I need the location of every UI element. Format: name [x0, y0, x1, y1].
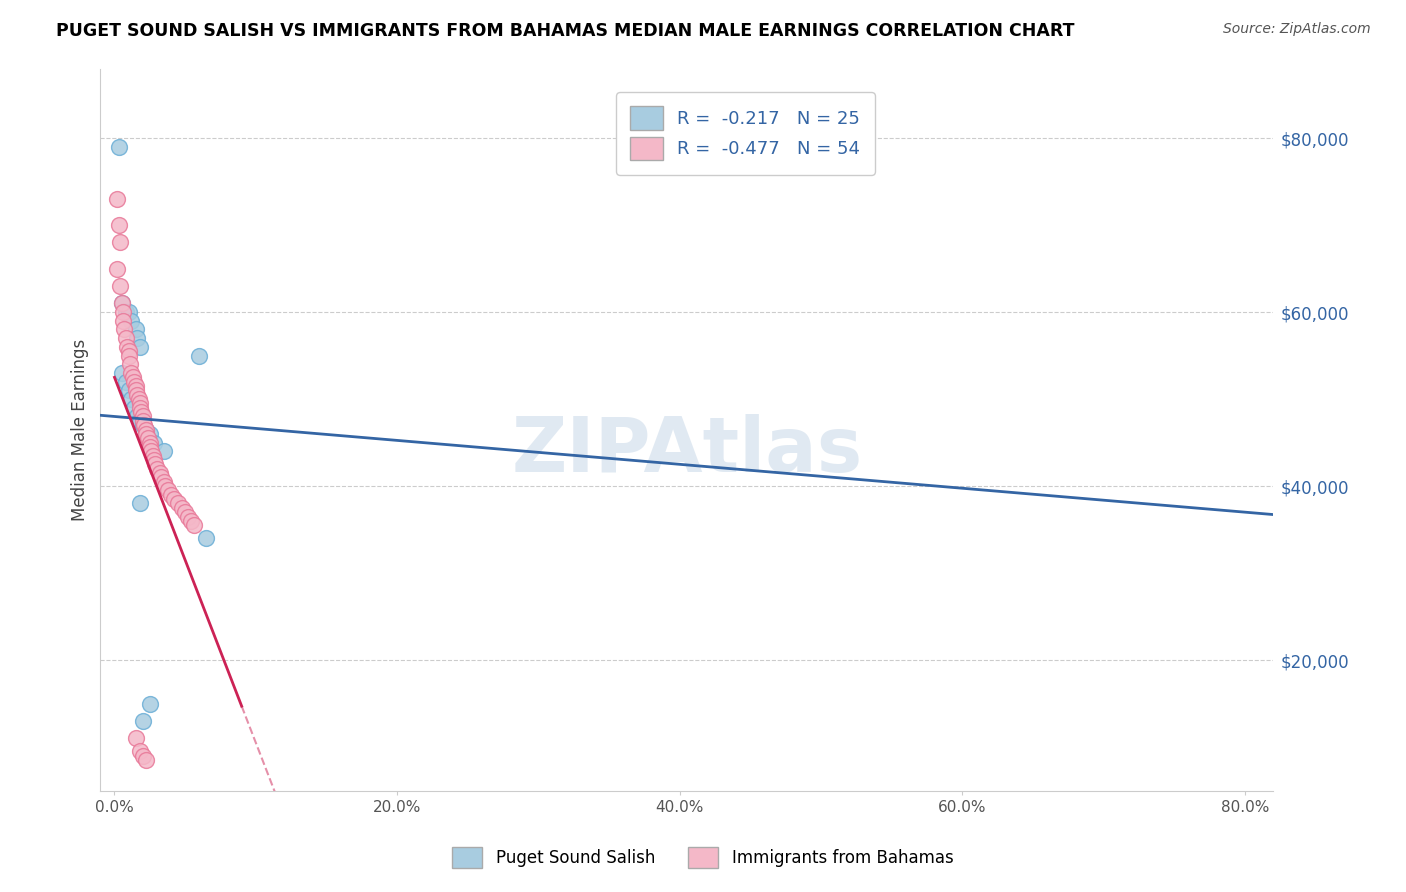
Point — [127, 388, 149, 402]
Point — [135, 423, 157, 437]
Point — [146, 461, 169, 475]
Point — [117, 384, 139, 398]
Point — [150, 470, 173, 484]
Point — [125, 322, 148, 336]
Point — [120, 366, 142, 380]
Point — [145, 458, 167, 472]
Point — [167, 496, 190, 510]
Point — [114, 375, 136, 389]
Point — [153, 444, 176, 458]
Point — [110, 366, 132, 380]
Point — [111, 305, 134, 319]
Point — [163, 492, 186, 507]
Text: PUGET SOUND SALISH VS IMMIGRANTS FROM BAHAMAS MEDIAN MALE EARNINGS CORRELATION C: PUGET SOUND SALISH VS IMMIGRANTS FROM BA… — [56, 22, 1074, 40]
Legend: R =  -0.217   N = 25, R =  -0.477   N = 54: R = -0.217 N = 25, R = -0.477 N = 54 — [616, 92, 875, 175]
Point — [132, 714, 155, 728]
Point — [105, 192, 128, 206]
Point — [110, 296, 132, 310]
Point — [183, 518, 205, 533]
Point — [132, 414, 155, 428]
Point — [117, 344, 139, 359]
Point — [138, 431, 160, 445]
Point — [129, 744, 152, 758]
Text: ZIPAtlas: ZIPAtlas — [512, 414, 862, 488]
Point — [134, 418, 156, 433]
Point — [120, 314, 142, 328]
Point — [141, 444, 163, 458]
Point — [129, 414, 152, 428]
Text: Source: ZipAtlas.com: Source: ZipAtlas.com — [1223, 22, 1371, 37]
Point — [132, 409, 155, 424]
Point — [108, 235, 131, 250]
Point — [139, 697, 162, 711]
Point — [129, 496, 152, 510]
Point — [121, 370, 143, 384]
Point — [114, 331, 136, 345]
Point — [125, 379, 148, 393]
Point — [160, 488, 183, 502]
Point — [139, 426, 162, 441]
Point — [111, 314, 134, 328]
Point — [117, 305, 139, 319]
Point — [149, 466, 172, 480]
Point — [117, 349, 139, 363]
Point — [129, 396, 152, 410]
Point — [142, 449, 165, 463]
Point — [120, 392, 142, 406]
Point — [135, 753, 157, 767]
Y-axis label: Median Male Earnings: Median Male Earnings — [72, 338, 89, 521]
Point — [112, 322, 135, 336]
Point — [125, 384, 148, 398]
Point — [118, 357, 141, 371]
Legend: Puget Sound Salish, Immigrants from Bahamas: Puget Sound Salish, Immigrants from Baha… — [446, 840, 960, 875]
Point — [195, 531, 218, 545]
Point — [132, 418, 155, 433]
Point — [177, 509, 200, 524]
Point — [188, 349, 211, 363]
Point — [114, 305, 136, 319]
Point — [131, 405, 153, 419]
Point — [107, 218, 129, 232]
Point — [105, 261, 128, 276]
Point — [125, 731, 148, 746]
Point — [135, 423, 157, 437]
Point — [180, 514, 202, 528]
Point — [139, 440, 162, 454]
Point — [132, 748, 155, 763]
Point — [155, 479, 177, 493]
Point — [115, 340, 138, 354]
Point — [135, 426, 157, 441]
Point — [108, 279, 131, 293]
Point — [129, 401, 152, 415]
Point — [122, 401, 145, 415]
Point — [127, 331, 149, 345]
Point — [122, 375, 145, 389]
Point — [129, 340, 152, 354]
Point — [153, 475, 176, 489]
Point — [143, 453, 166, 467]
Point — [110, 296, 132, 310]
Point — [107, 140, 129, 154]
Point — [139, 435, 162, 450]
Point — [143, 435, 166, 450]
Point — [157, 483, 180, 498]
Point — [174, 505, 197, 519]
Point — [127, 409, 149, 424]
Point — [172, 500, 194, 515]
Point — [128, 392, 150, 406]
